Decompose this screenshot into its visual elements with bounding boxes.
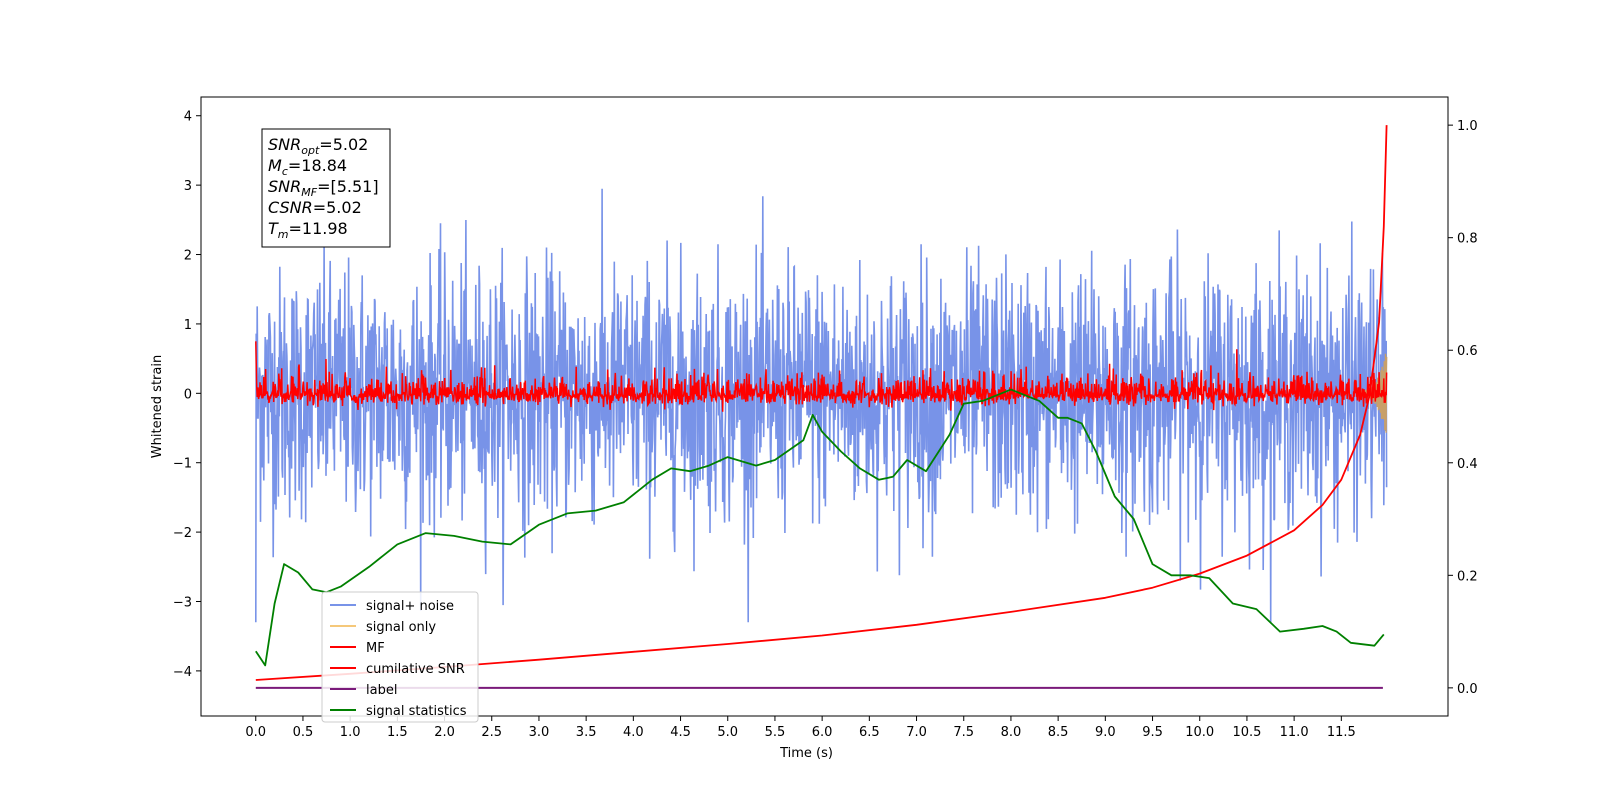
legend-label: signal only: [366, 620, 436, 635]
x-tick-label: 6.0: [812, 725, 833, 740]
legend-label: signal+ noise: [366, 599, 454, 614]
axes-frame: [200, 96, 1449, 717]
y2-tick-label: 0.0: [1457, 682, 1478, 697]
x-tick-label: 4.5: [670, 725, 691, 740]
legend-label: signal statistics: [366, 704, 467, 719]
y-tick-label: 2: [184, 249, 192, 264]
annotation-symbol: T: [268, 219, 279, 238]
annotation-value: =18.84: [288, 156, 347, 175]
y2-tick-label: 0.6: [1457, 344, 1478, 359]
legend-frame: [321, 591, 479, 723]
y-tick-label: −3: [173, 595, 192, 610]
series-signal-noise: [255, 188, 1388, 623]
y2-tick-label: 0.4: [1457, 457, 1478, 472]
x-tick-label: 5.5: [765, 725, 786, 740]
annotation-frame: [261, 128, 391, 248]
x-tick-label: 3.0: [529, 725, 550, 740]
x-tick-label: 7.0: [906, 725, 927, 740]
series-cumulative-snr: [255, 125, 1388, 681]
x-tick-label: 0.5: [293, 725, 314, 740]
y2-tick-label: 1.0: [1457, 119, 1478, 134]
y-tick-label: 3: [184, 179, 192, 194]
annotation-line-2: SNRMF=[5.51]: [268, 177, 379, 199]
annotation-line-1: Mc=18.84: [268, 156, 347, 178]
y-tick-label: 1: [184, 318, 192, 333]
annotation-line-3: CSNR=5.02: [268, 198, 362, 217]
x-tick-label: 10.0: [1185, 725, 1214, 740]
series-mf: [255, 341, 1388, 412]
y-tick-label: −2: [173, 526, 192, 541]
annotation-line-0: SNRopt=5.02: [268, 135, 368, 157]
x-tick-label: 11.0: [1280, 725, 1309, 740]
x-tick-label: 11.5: [1327, 725, 1356, 740]
x-tick-label: 2.5: [481, 725, 502, 740]
annotation-symbol: CSNR: [268, 198, 313, 217]
y-axis-label: Whitened strain: [150, 355, 165, 458]
annotation-symbol: M: [268, 156, 282, 175]
x-tick-label: 6.5: [859, 725, 880, 740]
annotation-subscript: opt: [301, 144, 320, 157]
x-tick-label: 8.0: [1001, 725, 1022, 740]
legend-label: label: [366, 683, 397, 698]
annotation-value: =11.98: [289, 219, 348, 238]
annotation-value: =5.02: [313, 198, 362, 217]
series-signal-statistics: [255, 388, 1385, 667]
axes: 0.0 0.5 1.0 1.5 2.0 2.5 3.0 3.5 4.0 4.5 5.0 5.5 6.0 6…: [150, 96, 1478, 761]
y2-tick-label: 0.8: [1457, 232, 1478, 247]
x-tick-label: 3.5: [576, 725, 597, 740]
y-tick-label: −1: [173, 457, 192, 472]
x-tick-label: 2.0: [434, 725, 455, 740]
x-tick-label: 10.5: [1232, 725, 1261, 740]
x-tick-label: 8.5: [1048, 725, 1069, 740]
x-tick-label: 9.0: [1095, 725, 1116, 740]
legend-label: cumilative SNR: [366, 662, 465, 677]
x-tick-label: 1.0: [340, 725, 361, 740]
x-tick-label: 5.0: [717, 725, 738, 740]
x-tick-label: 0.0: [245, 725, 266, 740]
x-tick-label: 7.5: [953, 725, 974, 740]
annotation-value: =[5.51]: [317, 177, 379, 196]
annotation-subscript: c: [282, 165, 288, 178]
annotation-symbol: SNR: [268, 135, 301, 154]
x-tick-label: 1.5: [387, 725, 408, 740]
x-tick-label: 9.5: [1142, 725, 1163, 740]
legend-label: MF: [366, 641, 385, 656]
x-axis-label: Time (s): [779, 746, 833, 761]
annotation-line-4: Tm=11.98: [268, 219, 348, 241]
y-tick-label: 4: [184, 110, 192, 125]
stats-annotation-box: SNRopt=5.02Mc=18.84SNRMF=[5.51]CSNR=5.02…: [261, 128, 391, 248]
annotation-subscript: m: [278, 228, 289, 241]
y2-tick-label: 0.2: [1457, 569, 1478, 584]
y-tick-label: −4: [173, 665, 192, 680]
annotation-symbol: SNR: [268, 177, 301, 196]
x-tick-label: 4.0: [623, 725, 644, 740]
annotation-subscript: MF: [301, 186, 317, 199]
legend: signal+ noise signal only MF cumilative SNR…: [321, 591, 479, 723]
annotation-value: =5.02: [319, 135, 368, 154]
y-tick-label: 0: [184, 387, 192, 402]
